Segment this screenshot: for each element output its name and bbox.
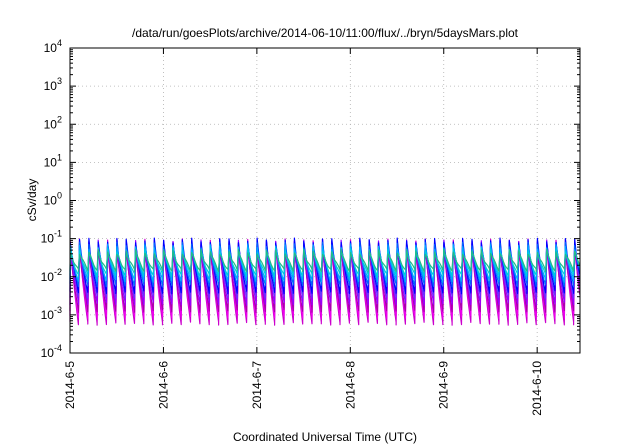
x-tick-label: 2014-6-7: [250, 361, 264, 409]
y-tick-label: 101: [44, 152, 62, 169]
y-tick-label: 102: [44, 114, 62, 131]
series-layer: [69, 237, 581, 326]
x-tick-label: 2014-6-8: [343, 361, 357, 409]
y-tick-label: 104: [44, 38, 62, 55]
flux-series-line: [69, 248, 581, 273]
x-tick-label: 2014-6-6: [156, 361, 170, 409]
y-tick-label: 10-3: [41, 305, 62, 322]
y-tick-label: 10-4: [41, 343, 62, 360]
y-tick-label: 10-1: [41, 229, 62, 246]
x-axis-label: Coordinated Universal Time (UTC): [233, 430, 417, 444]
x-tick-label: 2014-6-5: [63, 361, 77, 409]
y-tick-label: 103: [44, 76, 62, 93]
y-tick-label: 100: [44, 191, 62, 208]
x-tick-label: 2014-6-10: [530, 361, 544, 416]
chart-title: /data/run/goesPlots/archive/2014-06-10/1…: [132, 26, 519, 40]
x-tick-label: 2014-6-9: [437, 361, 451, 409]
y-tick-label: 10-2: [41, 267, 62, 284]
axis-layer: 10-4 10-3 10-2 10-1 100 101 102 103 104 2014-6-5 2…: [41, 38, 580, 416]
y-axis-label: cSv/day: [25, 179, 39, 222]
